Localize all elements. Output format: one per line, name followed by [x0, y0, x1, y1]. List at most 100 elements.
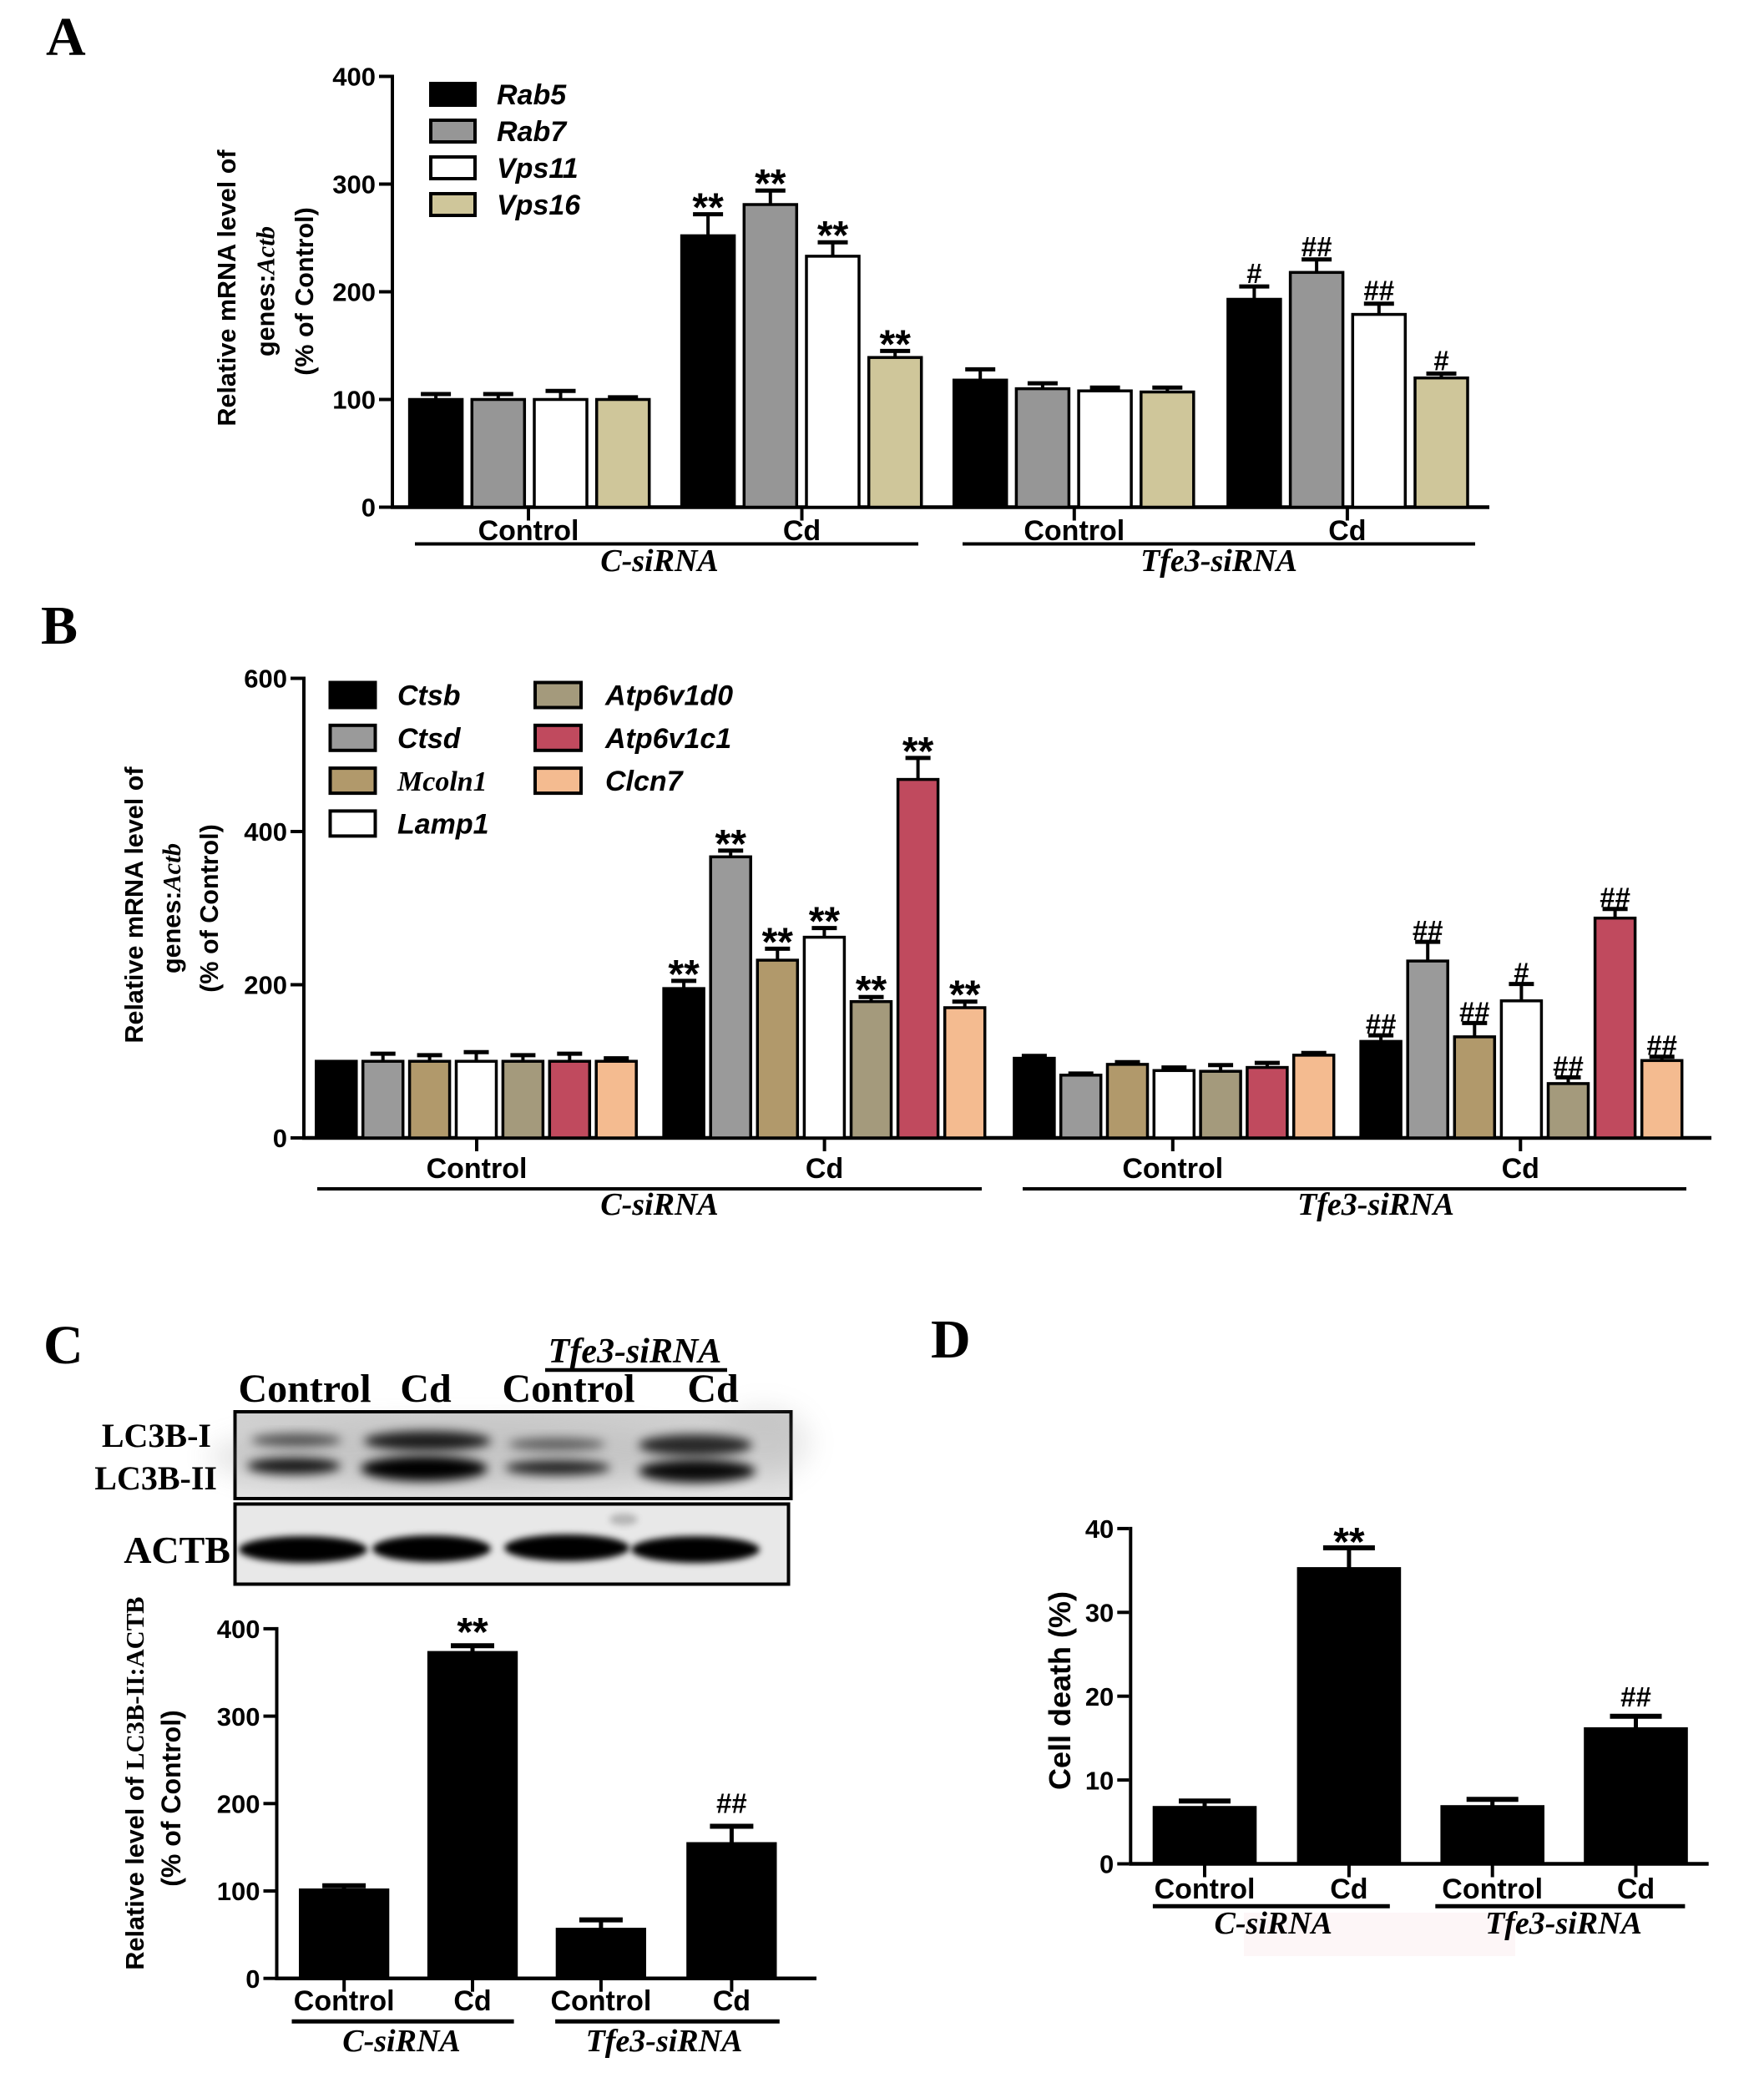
svg-text:Control: Control — [294, 1985, 395, 2017]
svg-text:B: B — [41, 595, 78, 656]
svg-text:C-siRNA: C-siRNA — [600, 1187, 718, 1222]
svg-text:400: 400 — [332, 63, 376, 92]
svg-text:300: 300 — [332, 170, 376, 200]
svg-text:Cd: Cd — [1617, 1873, 1655, 1905]
svg-text:(% of Control): (% of Control) — [291, 207, 319, 376]
svg-text:Control: Control — [427, 1153, 528, 1185]
svg-text:600: 600 — [244, 665, 287, 694]
svg-text:40: 40 — [1085, 1514, 1114, 1544]
svg-text:Control: Control — [478, 515, 579, 547]
svg-text:Control: Control — [502, 1367, 634, 1411]
svg-text:##: ## — [1413, 915, 1443, 946]
svg-text:C-siRNA: C-siRNA — [342, 2024, 460, 2059]
svg-text:**: ** — [856, 968, 887, 1013]
svg-text:Cd: Cd — [453, 1985, 491, 2017]
svg-text:Control: Control — [1122, 1153, 1223, 1185]
svg-text:Cell death (%): Cell death (%) — [1043, 1591, 1077, 1790]
svg-text:Vps11: Vps11 — [497, 153, 579, 185]
svg-text:Cd: Cd — [1330, 1873, 1367, 1905]
svg-text:0: 0 — [1099, 1850, 1114, 1879]
svg-text:Vps16: Vps16 — [497, 190, 581, 221]
svg-text:(% of Control): (% of Control) — [156, 1710, 186, 1887]
svg-text:C-siRNA: C-siRNA — [600, 543, 718, 579]
svg-text:20: 20 — [1085, 1682, 1114, 1711]
svg-text:Clcn7: Clcn7 — [605, 766, 685, 797]
svg-text:C: C — [43, 1315, 83, 1376]
svg-text:##: ## — [1646, 1030, 1677, 1061]
svg-text:##: ## — [1459, 996, 1490, 1027]
svg-text:Control: Control — [1024, 515, 1125, 547]
svg-text:Relative level of LC3B-II:ACTB: Relative level of LC3B-II:ACTB — [121, 1596, 149, 1969]
svg-text:**: ** — [762, 920, 794, 964]
svg-text:**: ** — [692, 186, 724, 230]
svg-text:0: 0 — [273, 1124, 287, 1153]
svg-text:Atp6v1c1: Atp6v1c1 — [604, 723, 731, 755]
svg-text:400: 400 — [244, 817, 287, 847]
svg-text:**: ** — [902, 730, 934, 774]
svg-text:LC3B-I: LC3B-I — [102, 1417, 211, 1454]
svg-text:100: 100 — [217, 1877, 260, 1906]
svg-text:30: 30 — [1085, 1599, 1114, 1628]
svg-text:Tfe3-siRNA: Tfe3-siRNA — [1297, 1187, 1454, 1222]
svg-text:**: ** — [668, 953, 700, 997]
svg-text:**: ** — [880, 322, 912, 367]
svg-text:##: ## — [1620, 1681, 1651, 1712]
svg-text:**: ** — [817, 214, 849, 258]
svg-text:Control: Control — [1155, 1873, 1256, 1905]
svg-text:200: 200 — [332, 278, 376, 307]
svg-text:Control: Control — [1442, 1873, 1543, 1905]
svg-text:Cd: Cd — [713, 1985, 751, 2017]
svg-text:Cd: Cd — [687, 1367, 739, 1411]
svg-text:Cd: Cd — [783, 515, 821, 547]
svg-text:Lamp1: Lamp1 — [397, 808, 489, 840]
svg-text:Rab5: Rab5 — [497, 79, 567, 111]
svg-text:ACTB: ACTB — [124, 1529, 230, 1571]
svg-text:10: 10 — [1085, 1766, 1114, 1795]
svg-text:#: # — [1433, 346, 1448, 377]
svg-text:##: ## — [1600, 882, 1630, 913]
svg-text:**: ** — [457, 1610, 488, 1655]
svg-text:Cd: Cd — [1328, 515, 1366, 547]
svg-text:**: ** — [715, 822, 747, 867]
svg-text:**: ** — [809, 900, 841, 944]
svg-text:Tfe3-siRNA: Tfe3-siRNA — [1140, 543, 1297, 579]
svg-text:Tfe3-siRNA: Tfe3-siRNA — [548, 1332, 722, 1371]
svg-text:D: D — [931, 1309, 971, 1370]
svg-text:200: 200 — [217, 1790, 260, 1819]
svg-text:Cd: Cd — [400, 1367, 452, 1411]
svg-text:Ctsd: Ctsd — [397, 723, 462, 755]
svg-text:LC3B-II: LC3B-II — [94, 1459, 217, 1497]
svg-text:Tfe3-siRNA: Tfe3-siRNA — [1485, 1906, 1642, 1941]
svg-text:##: ## — [1363, 276, 1394, 306]
svg-text:##: ## — [1302, 231, 1332, 262]
svg-text:400: 400 — [217, 1615, 260, 1644]
svg-text:genes:Actb: genes:Actb — [252, 226, 281, 356]
svg-text:**: ** — [1333, 1520, 1365, 1565]
svg-text:300: 300 — [217, 1702, 260, 1732]
svg-text:#: # — [1246, 258, 1261, 289]
svg-text:Cd: Cd — [1502, 1153, 1539, 1185]
svg-text:Relative mRNA level of: Relative mRNA level of — [213, 149, 241, 427]
svg-text:100: 100 — [332, 386, 376, 415]
svg-text:Relative mRNA level of: Relative mRNA level of — [120, 766, 149, 1044]
svg-text:##: ## — [716, 1788, 747, 1819]
svg-text:Atp6v1d0: Atp6v1d0 — [604, 680, 733, 712]
svg-text:A: A — [46, 7, 86, 68]
svg-text:#: # — [1514, 958, 1529, 988]
svg-text:(% of Control): (% of Control) — [195, 824, 224, 993]
svg-text:0: 0 — [245, 1964, 260, 1994]
svg-text:Ctsb: Ctsb — [397, 680, 461, 712]
svg-text:**: ** — [755, 162, 786, 206]
svg-text:Control: Control — [550, 1985, 651, 2017]
svg-text:0: 0 — [361, 493, 376, 523]
svg-text:Tfe3-siRNA: Tfe3-siRNA — [586, 2024, 743, 2059]
svg-text:Mcoln1: Mcoln1 — [397, 766, 488, 797]
svg-text:Rab7: Rab7 — [497, 116, 568, 148]
svg-text:Cd: Cd — [806, 1153, 843, 1185]
svg-text:##: ## — [1553, 1051, 1584, 1082]
svg-text:200: 200 — [244, 971, 287, 1000]
svg-text:Control: Control — [238, 1367, 371, 1411]
svg-text:**: ** — [949, 973, 981, 1018]
svg-text:C-siRNA: C-siRNA — [1215, 1906, 1332, 1941]
svg-text:genes:Actb: genes:Actb — [158, 843, 186, 973]
